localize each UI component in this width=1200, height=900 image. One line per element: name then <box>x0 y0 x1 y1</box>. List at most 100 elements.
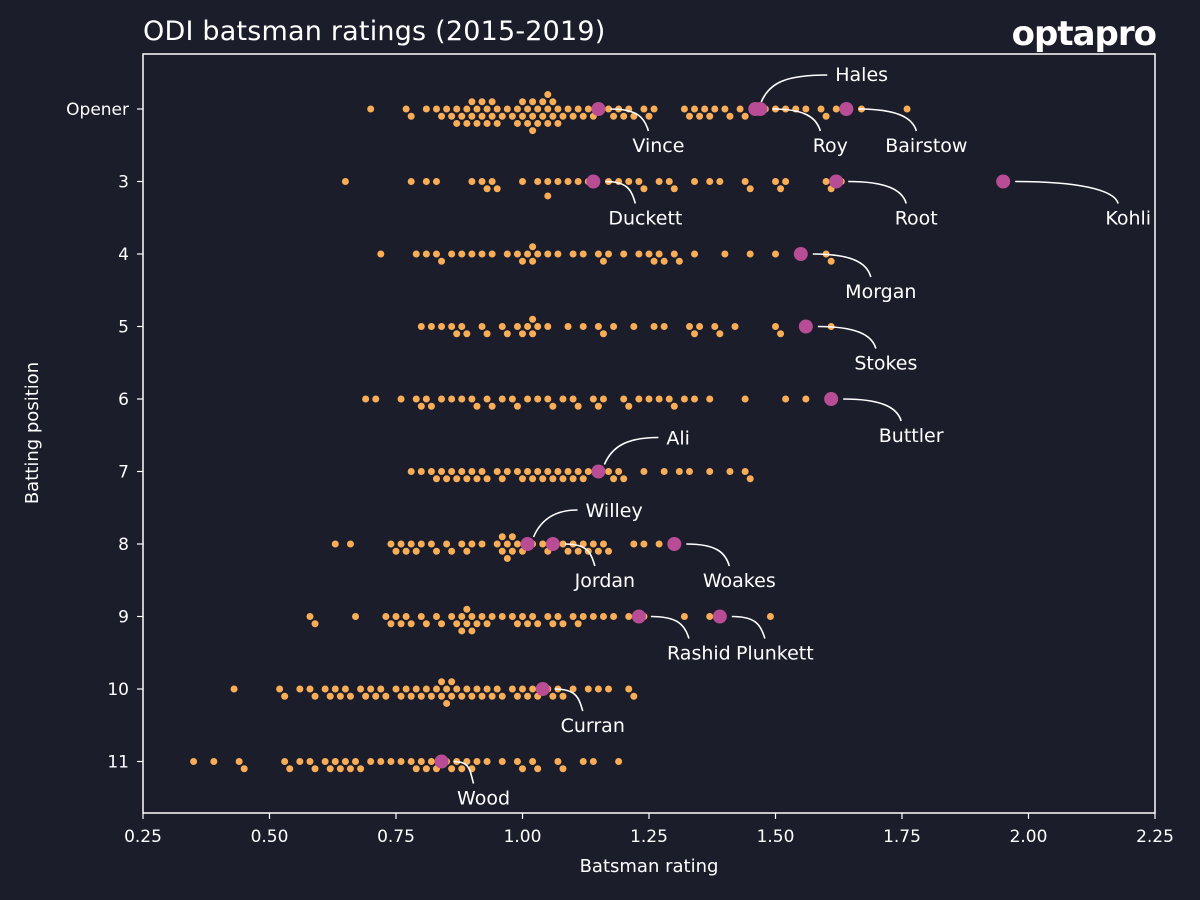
annotation-leader-line <box>686 543 731 567</box>
player-dot <box>508 685 516 693</box>
player-dot <box>594 402 602 410</box>
player-dot <box>731 323 739 330</box>
player-dot <box>438 257 446 265</box>
player-dot <box>427 692 435 700</box>
player-dot <box>574 620 582 628</box>
player-dot <box>438 692 446 700</box>
player-dot <box>372 395 380 403</box>
player-annotation: Hales <box>835 64 888 86</box>
y-tick-label: 6 <box>118 390 129 410</box>
player-dot <box>519 98 526 106</box>
player-dot <box>493 468 501 475</box>
player-dot <box>392 547 400 555</box>
player-dot <box>822 178 830 185</box>
player-dot <box>529 613 537 620</box>
player-dot <box>513 323 521 330</box>
player-dot <box>346 692 354 700</box>
player-dot <box>453 620 461 628</box>
player-dot <box>685 468 693 475</box>
annotation-leader-line <box>453 760 475 784</box>
player-dot <box>412 250 420 258</box>
player-dot <box>478 98 486 106</box>
player-dot <box>306 685 314 693</box>
player-dot <box>584 468 592 475</box>
highlighted-player-dot <box>535 682 550 696</box>
player-dot <box>473 758 481 765</box>
player-dot <box>402 547 410 555</box>
player-dot <box>529 257 537 265</box>
player-dot <box>610 112 618 120</box>
x-tick-label: 1.00 <box>504 827 542 847</box>
player-dot <box>397 620 405 628</box>
player-dot <box>605 250 613 258</box>
annotation-leader-line <box>610 108 650 132</box>
player-dot <box>726 468 734 475</box>
player-annotation: Bairstow <box>885 135 967 157</box>
player-dot <box>402 685 410 693</box>
player-dot <box>559 765 567 773</box>
player-dot <box>554 105 562 113</box>
x-tick-label: 0.50 <box>251 827 289 847</box>
player-dot <box>473 475 481 483</box>
annotation-leader-line <box>650 615 690 639</box>
player-dot <box>569 613 577 620</box>
highlighted-player-dot <box>829 174 844 189</box>
player-dot <box>407 692 415 700</box>
player-dot <box>448 250 456 258</box>
player-dot <box>766 613 774 620</box>
player-dot <box>513 105 521 113</box>
player-dot <box>539 98 547 106</box>
player-dot <box>463 547 471 555</box>
player-dot <box>529 685 537 693</box>
player-dot <box>453 685 461 693</box>
player-dot <box>782 178 790 185</box>
player-dot <box>473 119 481 127</box>
highlighted-player-dot <box>631 609 646 624</box>
player-dot <box>610 613 618 620</box>
player-dot <box>513 692 521 700</box>
player-dot <box>402 105 410 113</box>
player-dot <box>549 98 557 106</box>
player-dot <box>691 330 699 338</box>
player-dot <box>503 554 511 562</box>
player-dot <box>564 323 572 330</box>
player-dot <box>579 540 587 548</box>
player-dot <box>438 112 446 120</box>
player-dot <box>453 475 461 483</box>
player-dot <box>665 178 673 185</box>
player-dot <box>463 620 471 628</box>
player-dot <box>321 685 329 693</box>
player-dot <box>362 692 370 700</box>
player-dot <box>417 540 425 548</box>
player-dot <box>519 112 526 120</box>
player-dot <box>711 105 719 113</box>
player-dot <box>427 402 435 410</box>
player-dot <box>488 613 496 620</box>
player-dot <box>412 547 420 555</box>
player-dot <box>675 257 683 265</box>
player-dot <box>524 692 532 700</box>
player-dot <box>685 112 693 120</box>
player-dot <box>336 692 344 700</box>
x-tick-label: 1.25 <box>630 827 668 847</box>
player-dot <box>559 475 567 483</box>
x-tick-label: 2.00 <box>1010 827 1048 847</box>
player-dot <box>513 119 521 127</box>
player-dot <box>772 323 779 330</box>
player-dot <box>235 758 243 765</box>
player-dot <box>432 613 440 620</box>
player-dot <box>508 533 516 541</box>
player-dot <box>524 250 532 258</box>
highlighted-player-dot <box>753 102 768 116</box>
player-dot <box>615 758 623 765</box>
player-dot <box>483 685 491 693</box>
player-annotation: Ali <box>666 428 690 450</box>
player-dot <box>640 185 648 193</box>
annotation-leader-line <box>731 615 766 639</box>
player-dot <box>448 468 456 475</box>
player-dot <box>529 243 537 251</box>
player-dot <box>483 395 491 403</box>
player-dot <box>903 105 911 113</box>
player-dot <box>286 765 294 773</box>
player-dot <box>473 620 481 628</box>
